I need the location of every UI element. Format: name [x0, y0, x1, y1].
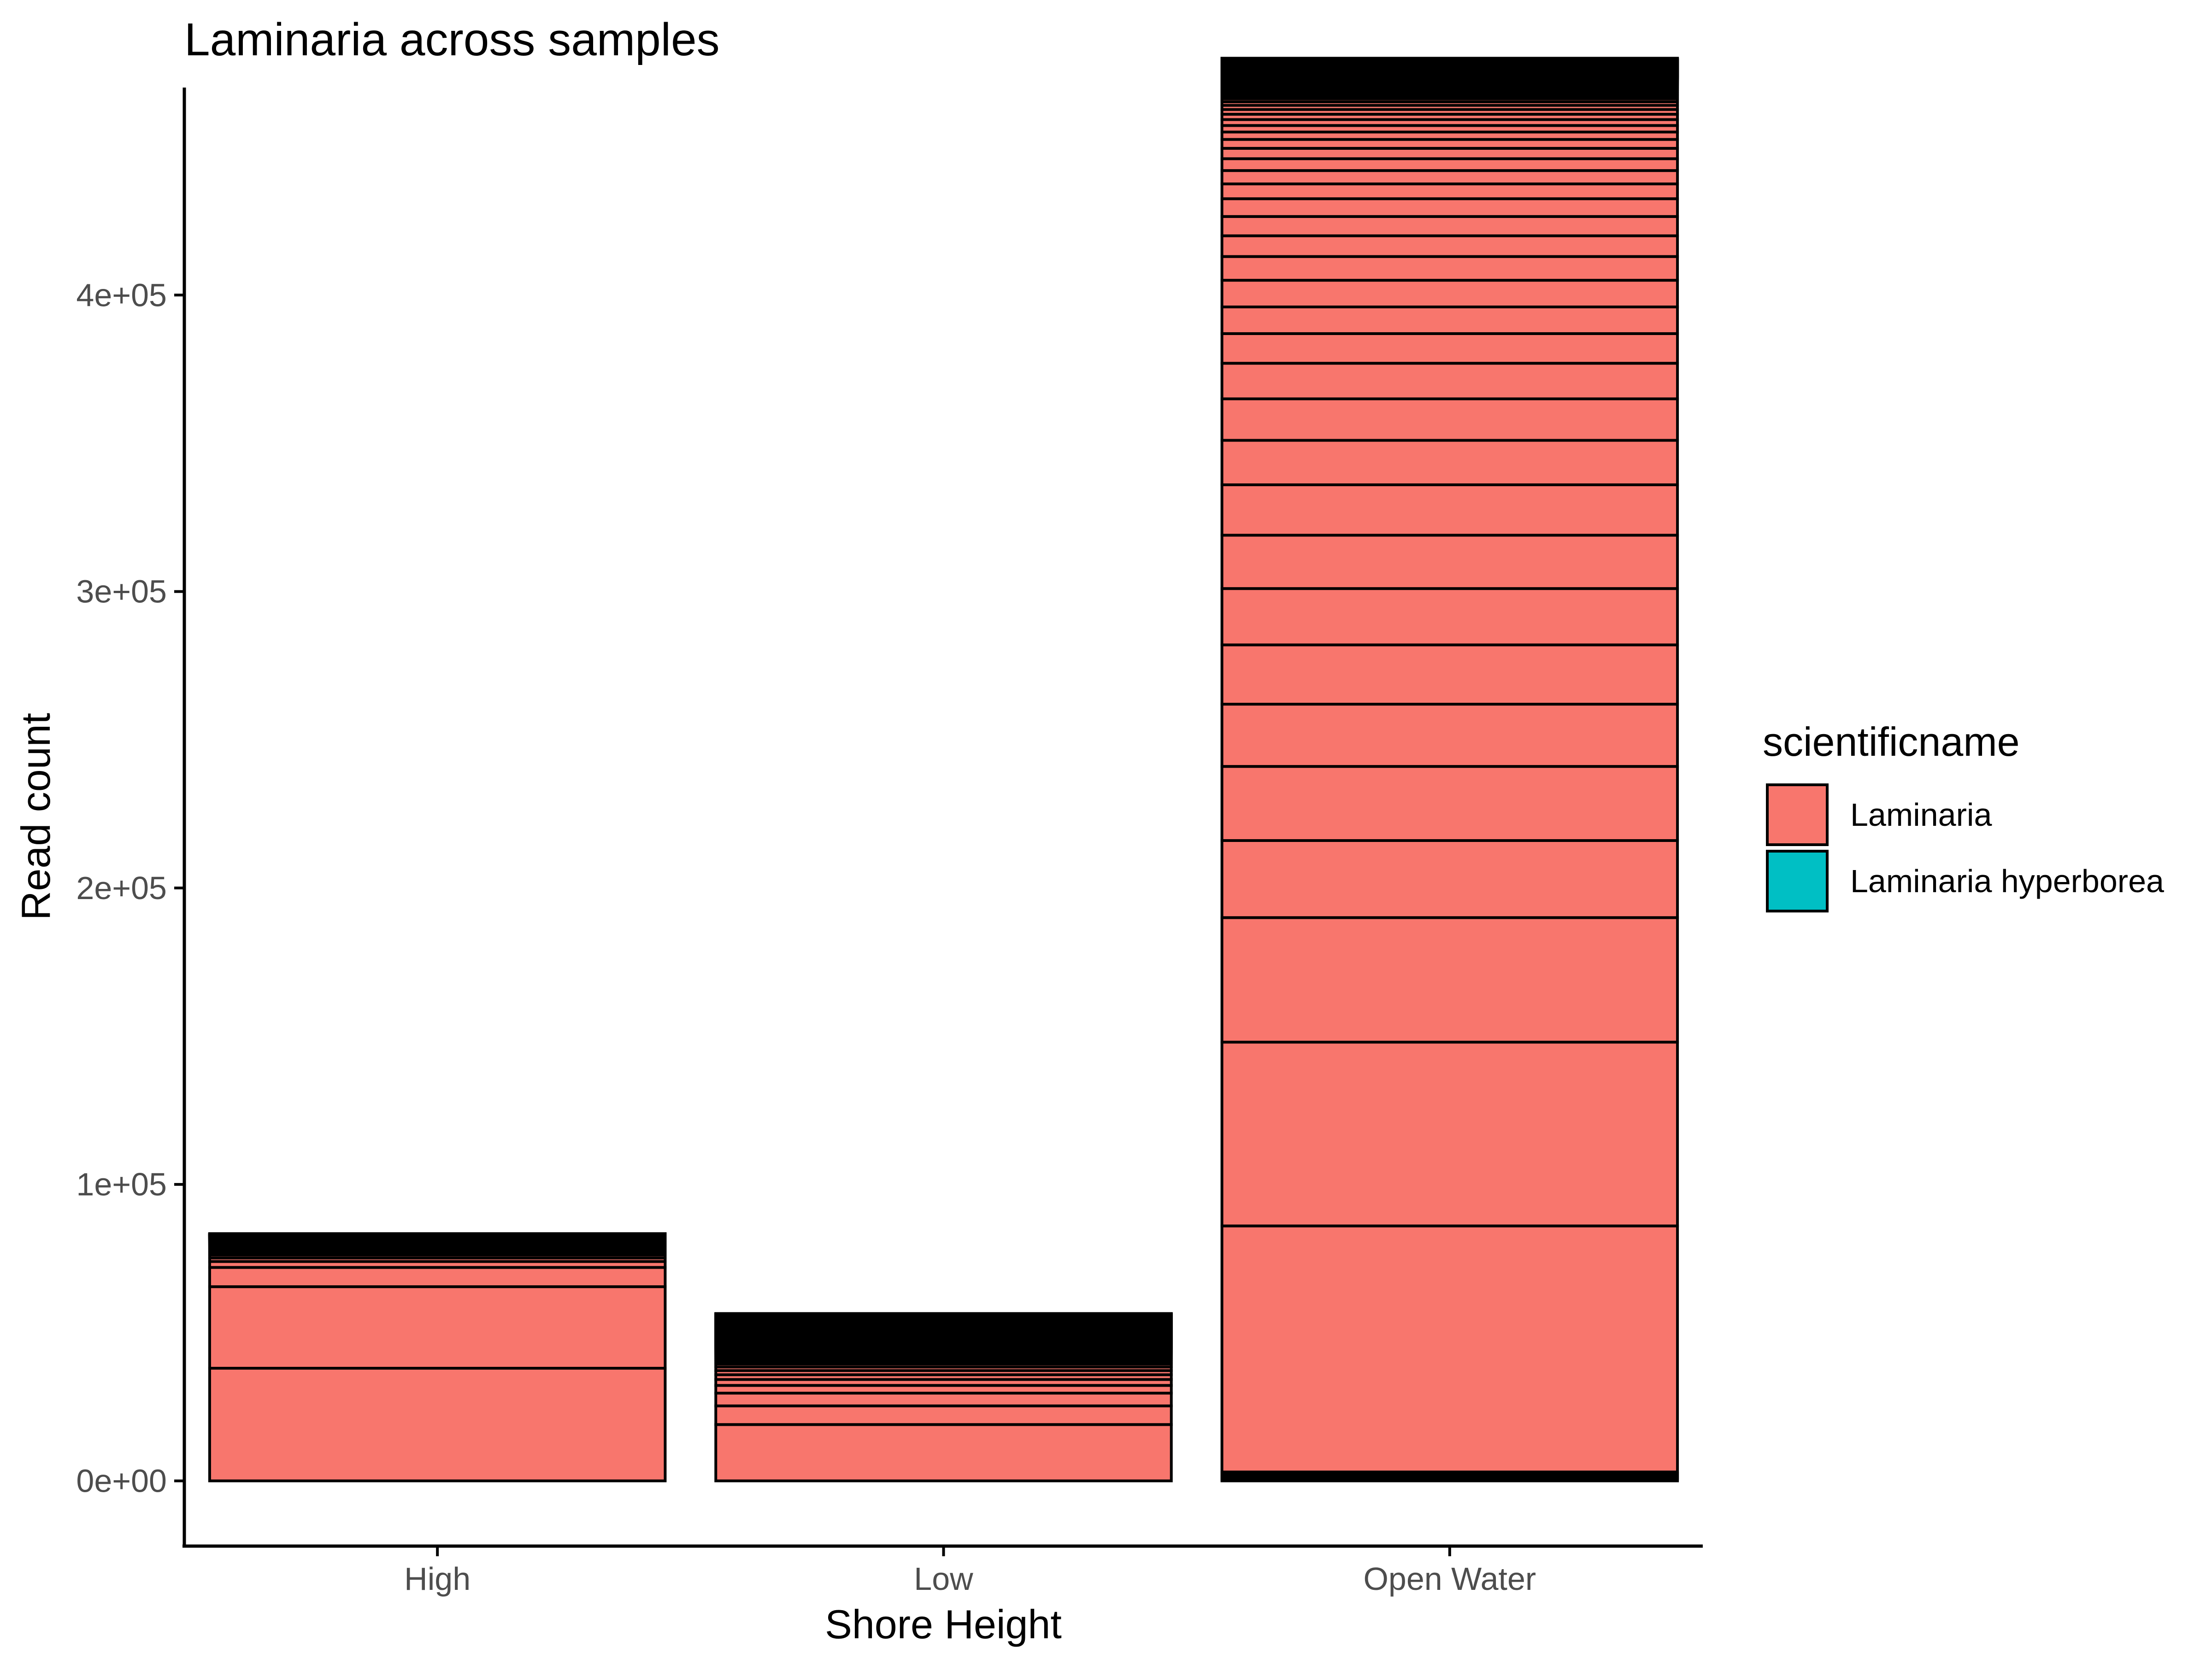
x-tick-label-high: High — [404, 1561, 471, 1597]
bar-stack-open-water — [1220, 57, 1679, 1483]
x-tick-label-open-water: Open Water — [1363, 1561, 1536, 1597]
bar-segment — [1220, 332, 1679, 365]
bar-segment — [714, 1392, 1173, 1407]
x-axis-title: Shore Height — [825, 1601, 1062, 1647]
bar-segment — [1220, 916, 1679, 1044]
bar-segment — [208, 1266, 667, 1288]
legend: scientificname Laminaria Laminaria hyper… — [1763, 719, 2164, 912]
bar-segment — [1220, 439, 1679, 487]
bar-segment — [1220, 306, 1679, 335]
legend-title: scientificname — [1763, 719, 2020, 765]
bar-segment — [1220, 215, 1679, 237]
y-axis-title: Read count — [13, 713, 59, 920]
bar-segment — [1220, 839, 1679, 919]
bar-segment — [208, 1285, 667, 1370]
y-tick-label: 0e+00 — [76, 1463, 167, 1499]
bar-segment — [1220, 57, 1679, 60]
bar-segment — [1220, 1224, 1679, 1474]
bar-segment — [208, 1367, 667, 1483]
y-tick-label: 3e+05 — [76, 574, 167, 610]
legend-label-laminaria-hyperborea: Laminaria hyperborea — [1850, 863, 2164, 899]
bar-segment — [1220, 147, 1679, 160]
bar-segment — [1220, 765, 1679, 842]
bar-segment — [1220, 279, 1679, 309]
bar-segment — [1220, 703, 1679, 768]
y-tick-label: 2e+05 — [76, 870, 167, 906]
bar-segment — [1220, 587, 1679, 647]
bar-stack-high — [208, 1232, 667, 1483]
y-tick-label: 1e+05 — [76, 1166, 167, 1202]
bar-segment — [1220, 1041, 1679, 1228]
bar-stack-low — [714, 1312, 1173, 1483]
y-tick-label: 4e+05 — [76, 277, 167, 313]
chart-title: Laminaria across samples — [184, 14, 720, 65]
legend-swatch-laminaria-hyperborea — [1766, 850, 1829, 912]
bar-segment — [1220, 197, 1679, 218]
bar-segment — [1220, 483, 1679, 537]
bar-segment — [1220, 255, 1679, 282]
bar-segment — [714, 1312, 1173, 1315]
bar-segment — [1220, 534, 1679, 590]
bar-stacks — [208, 57, 1679, 1483]
bar-segment — [1220, 169, 1679, 186]
bar-segment — [1220, 157, 1679, 172]
bar-segment — [1220, 643, 1679, 706]
bar-segment — [1220, 362, 1679, 400]
bar-segment — [1220, 234, 1679, 258]
bar-segment — [714, 1404, 1173, 1426]
legend-swatch-laminaria — [1766, 783, 1829, 846]
x-tick-label-low: Low — [914, 1561, 973, 1597]
y-axis-ticks: 0e+00 1e+05 2e+05 3e+05 4e+05 — [76, 277, 184, 1499]
x-axis-ticks: High Low Open Water — [404, 1546, 1536, 1597]
bar-segment — [1220, 182, 1679, 200]
bar-segment — [714, 1423, 1173, 1483]
legend-label-laminaria: Laminaria — [1850, 797, 1992, 833]
bar-segment — [1220, 397, 1679, 442]
